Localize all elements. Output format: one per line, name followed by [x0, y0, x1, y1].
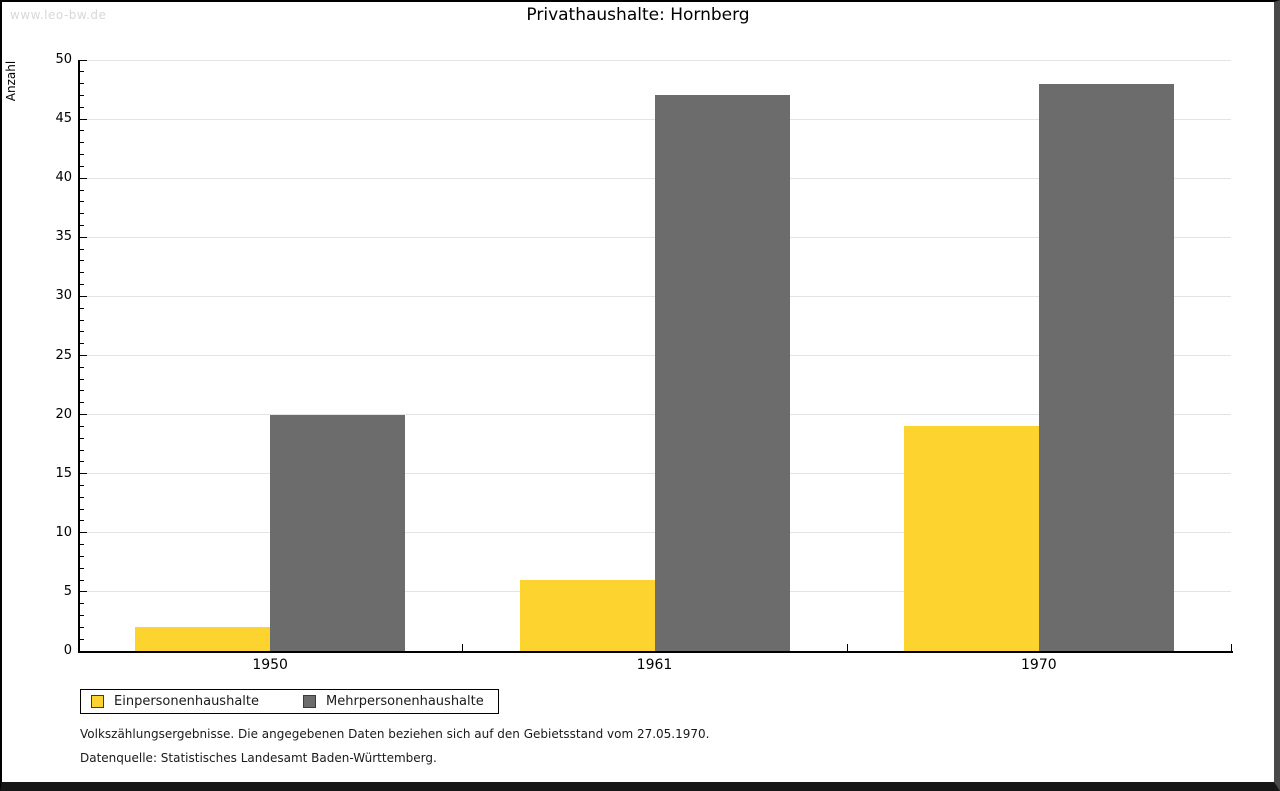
- y-tick: [80, 236, 87, 238]
- y-tick-label: 40: [55, 170, 72, 186]
- bar-einpersonenhaushalte-1970: [904, 426, 1039, 651]
- y-tick: [80, 555, 84, 557]
- y-tick: [80, 425, 84, 427]
- y-tick: [80, 142, 84, 144]
- x-tick: [462, 644, 463, 651]
- y-tick: [80, 224, 84, 226]
- y-tick: [80, 461, 84, 463]
- chart-title: Privathaushalte: Hornberg: [526, 5, 750, 25]
- y-tick: [80, 603, 84, 605]
- y-tick: [80, 355, 87, 356]
- x-tick-label: 1970: [1021, 657, 1057, 673]
- y-tick-label: 25: [55, 347, 72, 363]
- y-tick-label: 10: [55, 524, 72, 540]
- y-tick-label: 45: [55, 111, 72, 127]
- y-tick: [80, 71, 84, 73]
- y-tick-label: 50: [55, 52, 72, 67]
- bar-einpersonenhaushalte-1950: [135, 627, 270, 651]
- y-tick: [80, 307, 84, 309]
- y-tick: [80, 260, 84, 262]
- y-tick: [80, 402, 84, 404]
- y-tick: [80, 213, 84, 215]
- y-tick: [80, 177, 87, 179]
- y-tick: [80, 496, 84, 498]
- y-tick: [80, 520, 84, 522]
- y-tick-label: 15: [55, 465, 72, 481]
- y-tick: [80, 248, 84, 250]
- y-tick: [80, 567, 84, 569]
- legend-item-einpersonenhaushalte: Einpersonenhaushalte: [91, 694, 259, 709]
- y-tick: [80, 319, 84, 321]
- x-tick-label: 1961: [636, 657, 673, 673]
- y-tick: [80, 437, 84, 439]
- y-tick: [80, 331, 84, 333]
- y-tick: [80, 295, 87, 297]
- y-tick: [80, 615, 84, 617]
- y-tick-label: 30: [55, 288, 72, 304]
- y-tick: [80, 579, 84, 581]
- x-tick: [1231, 644, 1232, 651]
- bar-mehrpersonenhaushalte-1961: [655, 95, 790, 651]
- y-tick: [80, 343, 84, 345]
- y-tick-label: 35: [55, 229, 72, 245]
- y-tick: [80, 485, 84, 487]
- x-tick-label: 1950: [252, 657, 288, 673]
- y-tick: [80, 165, 84, 167]
- footnote-datenquelle: Datenquelle: Statistisches Landesamt Bad…: [80, 751, 437, 765]
- y-tick: [80, 366, 84, 368]
- y-tick: [80, 154, 84, 156]
- y-tick: [80, 106, 84, 108]
- y-tick-label: 5: [63, 583, 72, 599]
- y-tick: [80, 130, 84, 132]
- y-tick: [80, 414, 87, 416]
- y-tick: [80, 544, 84, 546]
- y-tick: [80, 626, 84, 628]
- y-tick: [80, 284, 84, 286]
- legend-swatch-gray: [303, 695, 316, 708]
- y-tick: [80, 59, 87, 61]
- legend-swatch-yellow: [91, 695, 104, 708]
- x-tick: [847, 644, 848, 651]
- y-tick: [80, 118, 87, 120]
- y-tick: [80, 449, 84, 451]
- y-tick: [80, 390, 84, 392]
- y-axis-title: Anzahl: [4, 60, 18, 102]
- y-tick: [80, 272, 84, 274]
- y-axis-line: [78, 60, 80, 653]
- legend-item-mehrpersonenhaushalte: Mehrpersonenhaushalte: [303, 694, 484, 709]
- bar-mehrpersonenhaushalte-1950: [270, 414, 405, 651]
- y-tick: [80, 532, 87, 534]
- watermark: www.leo-bw.de: [10, 8, 107, 22]
- legend-label: Mehrpersonenhaushalte: [326, 694, 484, 709]
- y-tick: [80, 201, 84, 203]
- y-tick: [80, 508, 84, 510]
- y-tick: [80, 94, 84, 96]
- y-tick: [80, 591, 87, 593]
- footnote-gebietsstand: Volkszählungsergebnisse. Die angegebenen…: [80, 727, 710, 741]
- x-axis-line: [78, 651, 1233, 653]
- legend-label: Einpersonenhaushalte: [114, 694, 259, 709]
- y-tick: [80, 83, 84, 85]
- legend: Einpersonenhaushalte Mehrpersonenhaushal…: [80, 689, 499, 714]
- y-tick-label: 0: [63, 643, 72, 658]
- y-tick-label: 20: [55, 406, 72, 422]
- y-tick: [80, 378, 84, 380]
- y-tick: [80, 473, 87, 475]
- y-tick: [80, 638, 84, 640]
- bar-einpersonenhaushalte-1961: [520, 580, 655, 651]
- y-tick: [80, 189, 84, 191]
- bar-mehrpersonenhaushalte-1970: [1039, 83, 1174, 651]
- gridline: [80, 59, 1231, 61]
